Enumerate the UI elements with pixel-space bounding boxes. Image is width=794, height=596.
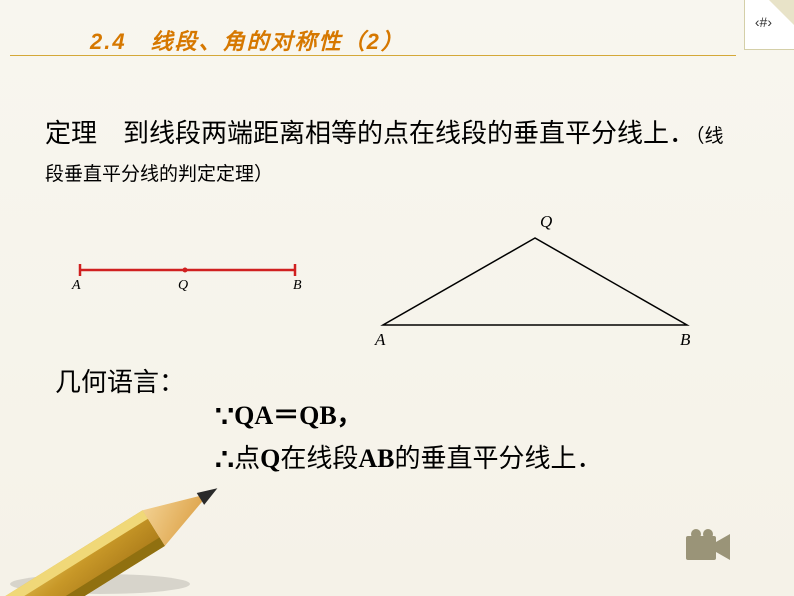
theorem-text: 定理 到线段两端距离相等的点在线段的垂直平分线上．（线段垂直平分线的判定定理） — [45, 115, 734, 190]
theorem-main: 到线段两端距离相等的点在线段的垂直平分线上． — [123, 119, 695, 148]
line-label-q: Q — [178, 278, 188, 294]
tri-label-a: A — [375, 330, 385, 350]
line-segment-diagram — [65, 252, 325, 292]
proof-line2-suffix: 的垂直平分线上． — [394, 444, 602, 473]
proof-line2-mid: 在线段 — [280, 444, 358, 473]
slide-title: 2.4 线段、角的对称性（2） — [90, 24, 405, 56]
line-label-a: A — [72, 278, 81, 294]
proof-line2-ab: AB — [358, 444, 394, 473]
line-label-b: B — [293, 278, 302, 294]
pencil-illustration — [0, 416, 280, 596]
tri-label-b: B — [680, 330, 690, 350]
page-number: ‹#› — [755, 14, 772, 30]
geometry-language-heading: 几何语言： — [55, 362, 185, 399]
triangle-diagram — [365, 210, 705, 350]
tri-label-q: Q — [540, 212, 552, 232]
theorem-prefix: 定理 — [45, 119, 123, 148]
video-camera-icon[interactable] — [684, 528, 734, 566]
